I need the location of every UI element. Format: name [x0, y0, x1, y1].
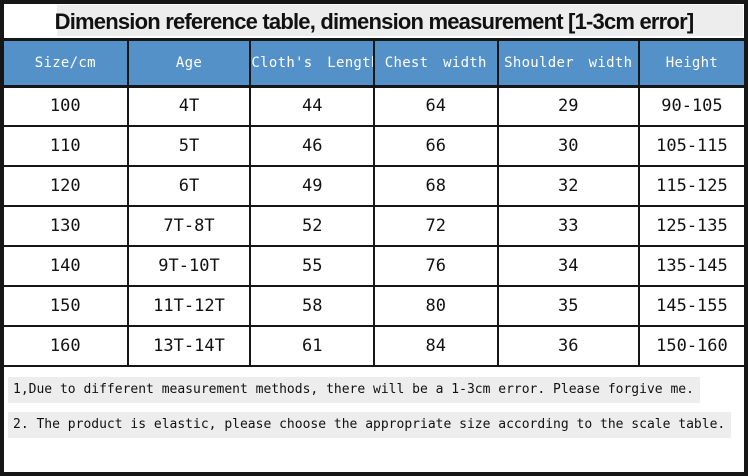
column-header-size: Size/cm [4, 41, 129, 88]
table-cell: 55 [249, 245, 375, 287]
table-cell: 13T-14T [126, 325, 252, 367]
table-cell: 150 [4, 285, 129, 327]
table-cell: 64 [372, 85, 499, 127]
note-line-2: 2. The product is elastic, please choose… [8, 412, 732, 438]
table-row: 150 11T-12T 58 80 35 145-155 [4, 285, 744, 327]
column-header-height: Height [637, 41, 744, 88]
table-cell: 100 [4, 85, 129, 127]
table-row: 130 7T-8T 52 72 33 125-135 [4, 205, 744, 247]
note-line-1: 1,Due to different measurement methods, … [8, 377, 700, 403]
table-cell: 6T [126, 165, 252, 207]
table-row: 110 5T 46 66 30 105-115 [4, 125, 744, 167]
notes-section: 1,Due to different measurement methods, … [4, 367, 744, 447]
table-cell: 33 [496, 205, 640, 247]
table-cell: 125-135 [637, 205, 744, 247]
column-header-cloth-length: Cloth's Length [249, 41, 375, 88]
table-cell: 84 [372, 325, 499, 367]
table-row: 140 9T-10T 55 76 34 135-145 [4, 245, 744, 287]
table-cell: 105-115 [637, 125, 744, 167]
table-cell: 52 [249, 205, 375, 247]
table-cell: 135-145 [637, 245, 744, 287]
table-cell: 110 [4, 125, 129, 167]
table-cell: 11T-12T [126, 285, 252, 327]
table-row: 120 6T 49 68 32 115-125 [4, 165, 744, 207]
table-cell: 66 [372, 125, 499, 167]
size-reference-table: Size/cm Age Cloth's Length Chest width S… [4, 41, 744, 367]
table-cell: 49 [249, 165, 375, 207]
column-header-shoulder-width: Shoulder width [496, 41, 640, 88]
table-cell: 140 [4, 245, 129, 287]
table-cell: 150-160 [637, 325, 744, 367]
column-header-age: Age [126, 41, 252, 88]
table-cell: 58 [249, 285, 375, 327]
page-title: Dimension reference table, dimension mea… [54, 9, 695, 34]
table-cell: 4T [126, 85, 252, 127]
table-cell: 30 [496, 125, 640, 167]
table-row: 160 13T-14T 61 84 36 150-160 [4, 325, 744, 367]
table-cell: 61 [249, 325, 375, 367]
table-cell: 115-125 [637, 165, 744, 207]
header-row: Size/cm Age Cloth's Length Chest width S… [4, 41, 744, 88]
table-header: Size/cm Age Cloth's Length Chest width S… [4, 41, 744, 88]
table-cell: 34 [496, 245, 640, 287]
size-table-body: 100 4T 44 64 29 90-105 110 5T 46 66 30 105-115 120 6T… [4, 85, 744, 367]
table-cell: 160 [4, 325, 129, 367]
table-cell: 35 [496, 285, 640, 327]
table-cell: 32 [496, 165, 640, 207]
table-cell: 36 [496, 325, 640, 367]
table-cell: 130 [4, 205, 129, 247]
table-cell: 80 [372, 285, 499, 327]
table-cell: 68 [372, 165, 499, 207]
table-row: 100 4T 44 64 29 90-105 [4, 85, 744, 127]
table-cell: 90-105 [637, 85, 744, 127]
title-band: Dimension reference table, dimension mea… [4, 4, 744, 41]
table-cell: 9T-10T [126, 245, 252, 287]
table-cell: 7T-8T [126, 205, 252, 247]
table-cell: 72 [372, 205, 499, 247]
column-header-chest-width: Chest width [372, 41, 499, 88]
table-cell: 29 [496, 85, 640, 127]
table-cell: 76 [372, 245, 499, 287]
table-cell: 145-155 [637, 285, 744, 327]
table-cell: 120 [4, 165, 129, 207]
table-cell: 5T [126, 125, 252, 167]
table-cell: 44 [249, 85, 375, 127]
title-highlight [57, 5, 743, 36]
table-cell: 46 [249, 125, 375, 167]
